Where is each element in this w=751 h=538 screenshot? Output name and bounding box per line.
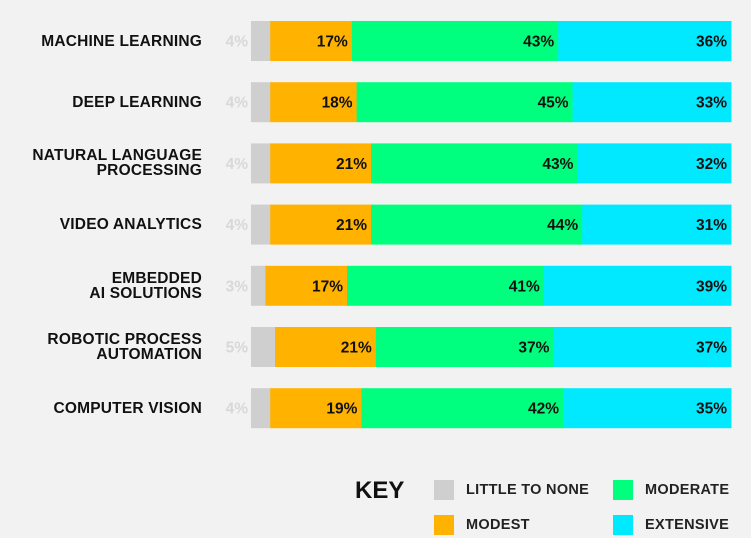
data-label: 33% [696,95,727,112]
bar-segment-little-to-none [251,327,276,367]
bar-segment-moderate [351,21,559,61]
bar-segment-extensive [553,327,732,367]
category-label: DEEP LEARNING [72,93,202,111]
data-label: 39% [696,278,727,295]
category-label: COMPUTER VISION [53,399,202,417]
bar-segment-little-to-none [251,82,271,123]
data-label: 42% [528,401,559,418]
data-label: 17% [312,278,343,295]
data-label: 4% [226,156,249,173]
bar-segment-moderate [371,143,578,184]
legend-swatch-moderate [613,480,633,500]
data-label: 43% [542,156,573,173]
bar-segment-moderate [371,204,583,245]
legend-item-modest: MODEST [434,515,530,535]
bar-segment-little-to-none [251,265,266,306]
category-label: ROBOTIC PROCESS AUTOMATION [47,331,202,363]
data-label: 5% [226,340,249,357]
data-label: 21% [341,340,372,357]
category-label: MACHINE LEARNING [41,32,202,50]
data-label: 36% [696,34,727,51]
data-label: 21% [336,217,367,234]
legend-label: MODEST [466,517,530,533]
data-label: 4% [226,217,249,234]
bar-segment-moderate [361,388,564,429]
bar-segment-little-to-none [251,388,271,429]
data-label: 21% [336,156,367,173]
category-label: EMBEDDED AI SOLUTIONS [89,269,202,302]
legend-item-little-to-none: LITTLE TO NONE [434,480,589,500]
bar-segment-moderate [375,327,554,367]
legend-item-extensive: EXTENSIVE [613,515,729,535]
bar-segment-extensive [543,265,732,306]
bar-segment-modest [270,21,353,61]
data-label: 18% [322,95,353,112]
legend-item-moderate: MODERATE [613,480,729,500]
data-label: 4% [226,34,249,51]
legend-title: KEY [355,477,405,504]
bar-segment-extensive [558,21,732,61]
bar-segment-little-to-none [251,143,271,184]
bar-segment-extensive [582,204,732,245]
legend-swatch-extensive [613,515,633,535]
bar-segment-modest [270,82,358,123]
bar-segment-moderate [356,82,574,123]
data-label: 44% [547,217,578,234]
bar-segment-modest [270,143,372,184]
data-label: 4% [226,401,249,418]
bar-segment-modest [270,388,362,429]
bar-segment-modest [265,265,348,306]
data-label: 31% [696,217,727,234]
data-label: 4% [226,95,249,112]
category-label: VIDEO ANALYTICS [59,216,202,234]
legend-label: EXTENSIVE [645,517,730,533]
bar-segment-moderate [347,265,545,306]
data-label: 45% [538,95,569,112]
data-label: 37% [518,340,549,357]
legend-label: LITTLE TO NONE [466,482,590,498]
legend-swatch-little-to-none [434,480,454,500]
data-label: 17% [317,34,348,51]
data-label: 37% [696,340,727,357]
bar-segment-extensive [577,143,732,184]
data-label: 43% [523,34,554,51]
bar-segment-modest [275,327,377,367]
data-label: 19% [326,401,357,418]
bar-segment-extensive [572,82,732,123]
data-label: 41% [509,278,540,295]
category-label: NATURAL LANGUAGE PROCESSING [32,147,202,180]
legend-label: MODERATE [645,482,730,498]
legend-swatch-modest [434,515,454,535]
bar-segment-little-to-none [251,204,271,245]
data-label: 35% [696,401,727,418]
bar-segment-little-to-none [251,21,271,61]
bar-segment-modest [270,204,372,245]
bar-segment-extensive [563,388,732,429]
data-label: 32% [696,156,727,173]
data-label: 3% [226,278,249,295]
